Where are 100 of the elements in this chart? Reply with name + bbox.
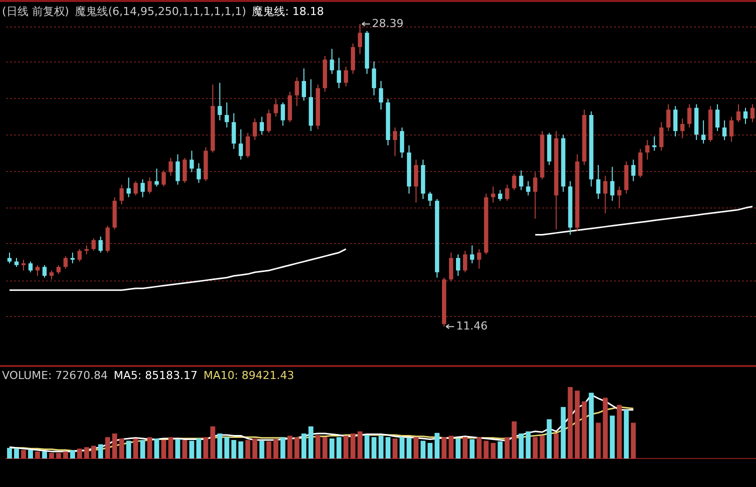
candlestick [148,177,152,194]
bar [574,390,580,459]
bar [140,440,146,459]
bar [21,450,26,459]
bar [56,452,62,459]
bar [63,451,68,459]
bar [602,398,608,459]
bar [448,436,454,459]
bar [350,434,356,459]
text: 魔鬼线(6,14,95,250,1,1,1,1,1,1) [75,4,246,19]
candlestick [98,236,103,254]
bar [35,451,40,459]
candlestick [743,107,748,124]
bar [336,437,342,459]
bar [182,440,188,459]
bar [217,434,222,459]
text: MA10: 89421.43 [203,369,294,382]
bar [168,437,174,459]
bar [119,438,124,459]
candlestick [176,154,180,186]
bar [400,437,404,459]
candlestick [344,66,348,87]
bar [280,437,286,459]
bar [392,438,398,459]
candlestick [294,76,299,107]
candlestick [218,82,222,121]
candlestick [750,104,755,123]
bar [147,437,152,459]
bar [91,446,96,459]
text: VOLUME: 72670.84 [2,369,108,382]
candlestick [252,118,257,140]
bar [470,439,475,459]
candlestick [224,102,229,128]
bar [245,440,250,459]
bar [406,438,412,459]
bar [238,441,244,459]
candlestick [162,170,166,187]
candlestick [63,256,68,270]
candlestick [729,116,734,142]
bar [224,437,230,459]
candlestick [631,159,636,182]
bar [476,437,482,459]
candlestick [182,157,187,184]
candlestick [106,225,110,254]
bar [161,440,166,459]
bar [175,439,180,459]
candlestick [190,150,194,173]
bar [428,442,433,459]
text: 魔鬼线: 18.18 [252,4,324,19]
candlestick [680,118,685,139]
bar [624,410,629,459]
candlestick [470,244,474,264]
candlestick [512,173,516,191]
candlestick [246,132,250,158]
bar [252,438,258,459]
bar [49,452,54,459]
bar [84,447,90,459]
candlestick [414,159,418,204]
candlestick [477,248,482,270]
bar [203,437,208,459]
candlestick [126,177,131,198]
candlestick [358,24,362,55]
candlestick [266,109,271,134]
bar [456,438,461,459]
annotation: 11.46 [456,319,488,332]
bar [568,387,573,459]
candlestick [77,248,82,262]
candlestick [659,122,664,152]
candlestick [687,104,692,128]
bar [462,437,468,459]
chart-title: (日线 前复权) [2,4,70,19]
bar [42,451,48,459]
candlestick [238,128,243,160]
bar [7,448,12,459]
bar [259,440,264,459]
bar [498,441,503,459]
bar [596,422,601,459]
bar [210,426,216,459]
candlestick [274,98,278,118]
candlestick [196,162,201,184]
candlestick [336,57,342,89]
bar [294,437,300,459]
candlestick [645,140,650,160]
bar [28,450,33,459]
bar [287,436,292,459]
bar [329,438,334,459]
candlestick [232,112,236,150]
candlestick [463,250,468,273]
bar [588,392,594,459]
bar [364,434,370,459]
candlestick [378,80,384,110]
bar [518,434,524,459]
bar [301,434,306,459]
bar [189,440,194,459]
candlestick [392,126,398,157]
candlestick [280,102,285,126]
bar [490,442,496,459]
candlestick [456,254,460,276]
candlestick [603,175,608,214]
bar [322,437,328,459]
